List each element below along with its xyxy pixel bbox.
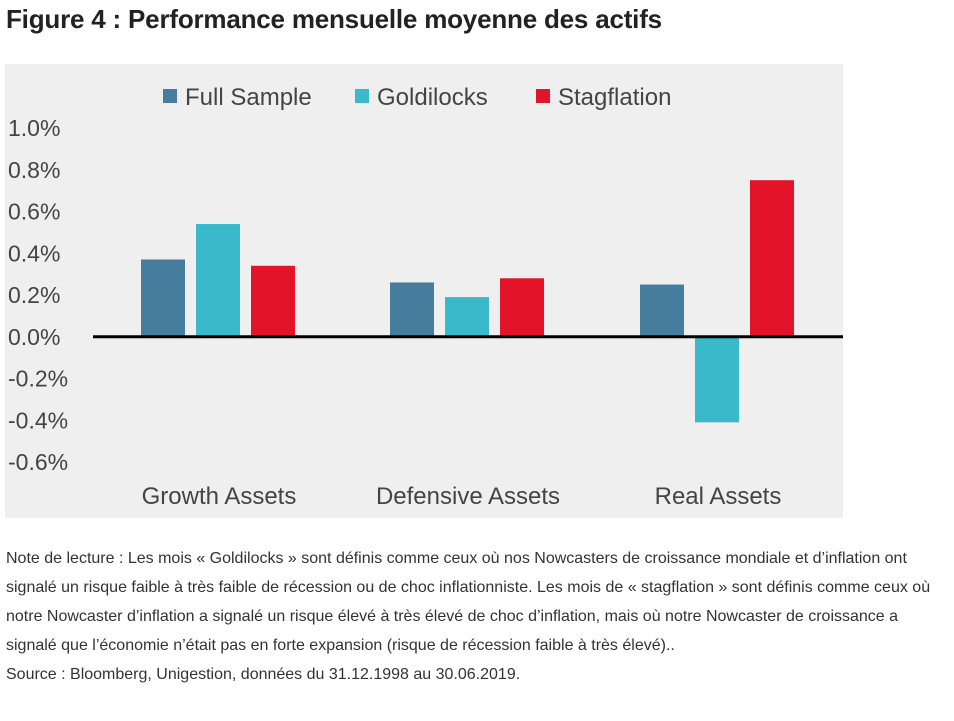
category-label: Defensive Assets [376, 483, 560, 510]
legend-swatch [355, 89, 369, 103]
chart-panel: 1.0% 0.8% 0.6% 0.4% 0.2% 0.0% -0.2% -0.4% -0.6% G… [5, 64, 843, 518]
bar-full-sample-0 [141, 259, 185, 337]
y-tick-label: 0.2% [8, 282, 60, 308]
legend-label: Full Sample [185, 84, 312, 111]
y-tick-label: 0.0% [8, 324, 60, 350]
bar-stagflation-1 [500, 278, 544, 337]
source-line: Source : Bloomberg, Unigestion, données … [6, 666, 521, 683]
bar-full-sample-1 [390, 282, 434, 337]
legend-label: Goldilocks [377, 84, 488, 111]
bar-chart: 1.0% 0.8% 0.6% 0.4% 0.2% 0.0% -0.2% -0.4% -0.6% G… [8, 84, 843, 510]
y-tick-label: -0.2% [8, 366, 68, 392]
y-tick-label: -0.6% [8, 449, 68, 475]
bar-stagflation-2 [750, 180, 794, 337]
legend-swatch [536, 89, 550, 103]
bar-full-sample-2 [640, 284, 684, 337]
bar-stagflation-0 [251, 265, 295, 337]
y-tick-label: 0.4% [8, 240, 60, 266]
y-tick-label: 0.8% [8, 157, 60, 183]
chart-notes: Note de lecture : Les mois « Goldilocks … [6, 544, 950, 689]
reading-note: Note de lecture : Les mois « Goldilocks … [6, 550, 931, 654]
category-label: Growth Assets [142, 483, 297, 510]
bar-goldilocks-2 [695, 336, 739, 423]
bar-goldilocks-1 [445, 297, 489, 337]
category-label: Real Assets [655, 483, 782, 510]
figure-title: Figure 4 : Performance mensuelle moyenne… [6, 4, 662, 34]
y-tick-label: 0.6% [8, 199, 60, 225]
y-tick-label: -0.4% [8, 407, 68, 433]
y-tick-label: 1.0% [8, 115, 60, 141]
legend-swatch [163, 89, 177, 103]
bar-goldilocks-0 [196, 224, 240, 337]
legend-label: Stagflation [558, 84, 671, 111]
